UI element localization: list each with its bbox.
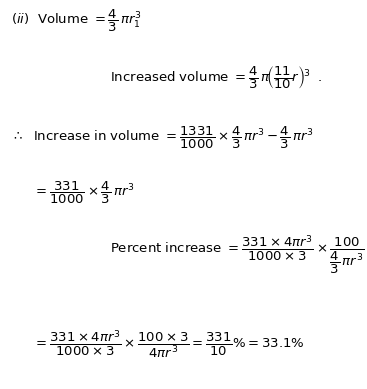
Text: Increased volume $= \dfrac{4}{3}\,\pi\!\left(\dfrac{11}{10}r\right)^{\!3}$  .: Increased volume $= \dfrac{4}{3}\,\pi\!\… [110, 64, 323, 91]
Text: Percent increase $= \dfrac{331\times 4\pi r^3}{1000\times 3} \times \dfrac{100}{: Percent increase $= \dfrac{331\times 4\p… [110, 233, 364, 276]
Text: $= \dfrac{331\times 4\pi r^3}{1000\times 3} \times \dfrac{100\times 3}{4\pi r^3}: $= \dfrac{331\times 4\pi r^3}{1000\times… [33, 328, 305, 360]
Text: $= \dfrac{331}{1000} \times \dfrac{4}{3}\,\pi r^3$: $= \dfrac{331}{1000} \times \dfrac{4}{3}… [33, 179, 134, 206]
Text: $(ii)$  Volume $= \dfrac{4}{3}\,\pi r_1^{3}$: $(ii)$ Volume $= \dfrac{4}{3}\,\pi r_1^{… [11, 8, 141, 35]
Text: $\therefore$  Increase in volume $= \dfrac{1331}{1000} \times \dfrac{4}{3}\,\pi : $\therefore$ Increase in volume $= \dfra… [11, 125, 313, 151]
